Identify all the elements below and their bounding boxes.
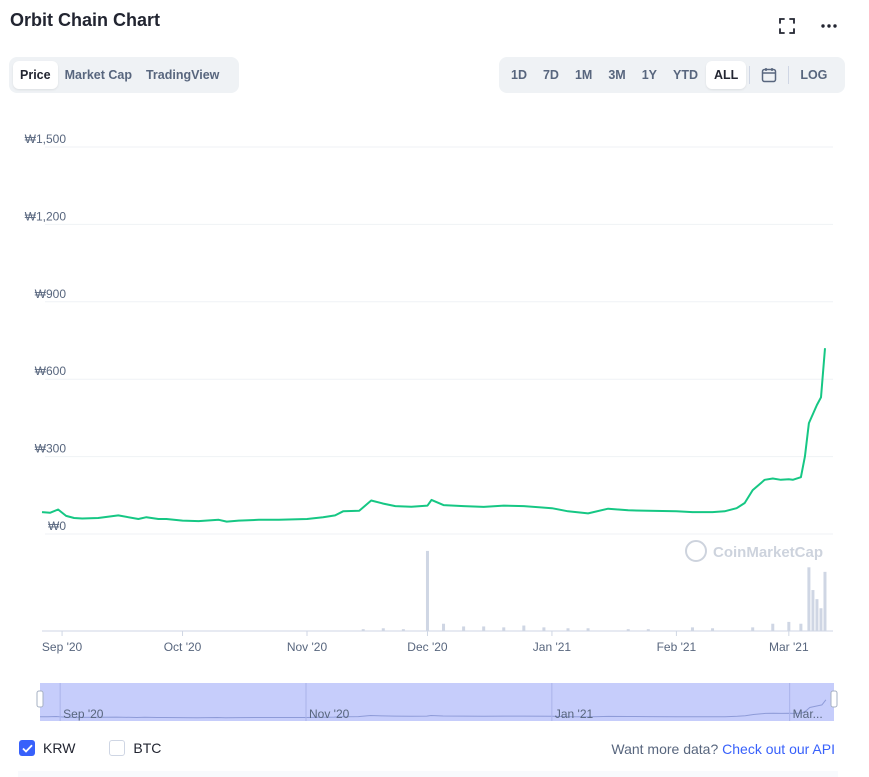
- volume-bar: [787, 621, 791, 631]
- x-tick-label: Sep '20: [42, 640, 83, 654]
- calendar-icon[interactable]: [753, 61, 785, 89]
- volume-bar: [566, 628, 570, 631]
- volume-bar: [462, 626, 466, 631]
- btc-label: BTC: [133, 740, 162, 756]
- x-tick-label: Oct '20: [164, 640, 202, 654]
- range-all[interactable]: ALL: [706, 61, 747, 89]
- price-chart: ₩0 ₩300 ₩600 ₩900 ₩1,200 ₩1,500 Sep '20 Oct '20…: [25, 132, 838, 721]
- x-tick-label: Mar '21: [769, 640, 809, 654]
- tab-price[interactable]: Price: [13, 61, 58, 89]
- time-range-tabs: 1D 7D 1M 3M 1Y YTD ALL LOG: [499, 57, 845, 93]
- navigator-tick-label: Nov '20: [309, 707, 350, 721]
- fullscreen-icon[interactable]: [777, 16, 797, 36]
- y-tick-label: ₩1,500: [25, 132, 67, 146]
- volume-bar: [711, 628, 715, 631]
- range-3m[interactable]: 3M: [608, 68, 626, 82]
- coinmarketcap-logo-icon: [685, 540, 707, 562]
- volume-bar: [823, 571, 827, 631]
- range-1d[interactable]: 1D: [511, 68, 527, 82]
- volume-bar: [586, 628, 590, 631]
- watermark-text: CoinMarketCap: [713, 544, 823, 561]
- volume-bar: [646, 629, 650, 631]
- navigator-left-handle[interactable]: [36, 690, 44, 708]
- y-tick-label: ₩300: [35, 442, 67, 456]
- volume-bar: [442, 623, 446, 631]
- volume-bar: [819, 608, 823, 631]
- tab-divider: [749, 66, 751, 84]
- y-tick-label: ₩1,200: [25, 209, 67, 223]
- volume-bar: [799, 623, 803, 631]
- krw-label: KRW: [43, 740, 76, 756]
- x-tick-label: Nov '20: [287, 640, 328, 654]
- y-tick-label: ₩0: [48, 519, 66, 533]
- volume-bar: [751, 627, 755, 631]
- navigator-line: [39, 699, 827, 719]
- volume-bar: [807, 567, 811, 631]
- navigator[interactable]: [40, 683, 834, 721]
- x-tick-label: Dec '20: [407, 640, 448, 654]
- y-tick-label: ₩900: [35, 287, 67, 301]
- volume-bar: [626, 629, 630, 631]
- tab-divider: [788, 66, 790, 84]
- tab-tradingview[interactable]: TradingView: [145, 68, 220, 82]
- volume-bar: [381, 628, 385, 631]
- volume-bar: [401, 629, 405, 631]
- navigator-right-handle[interactable]: [830, 690, 838, 708]
- more-data-prompt: Want more data? Check out our API: [611, 741, 835, 757]
- tab-market-cap[interactable]: Market Cap: [64, 68, 132, 82]
- more-data-text: Want more data?: [611, 741, 719, 757]
- volume-bar: [815, 599, 819, 631]
- volume-bar: [522, 625, 526, 631]
- volume-bar: [502, 627, 506, 631]
- navigator-tick-label: Jan '21: [555, 707, 594, 721]
- volume-bar: [425, 550, 429, 631]
- x-tick-label: Jan '21: [533, 640, 572, 654]
- range-ytd[interactable]: YTD: [673, 68, 699, 82]
- log-scale-toggle[interactable]: LOG: [800, 68, 828, 82]
- y-tick-label: ₩600: [35, 364, 67, 378]
- page-title: Orbit Chain Chart: [10, 10, 161, 30]
- volume-bar: [361, 629, 365, 631]
- volume-bar: [690, 627, 694, 631]
- price-line: [41, 348, 826, 523]
- api-link[interactable]: Check out our API: [722, 741, 835, 757]
- volume-bar: [811, 590, 815, 631]
- range-7d[interactable]: 7D: [542, 68, 559, 82]
- navigator-tick-label: Mar...: [793, 707, 823, 721]
- chart-type-tabs: Price Market Cap TradingView: [9, 57, 239, 93]
- navigator-tick-label: Sep '20: [63, 707, 104, 721]
- btc-checkbox[interactable]: [109, 740, 126, 756]
- range-1m[interactable]: 1M: [574, 68, 593, 82]
- krw-checkbox[interactable]: [19, 740, 35, 756]
- volume-bar: [542, 627, 546, 631]
- bottom-strip: [18, 771, 838, 777]
- more-dots-icon[interactable]: [819, 16, 839, 36]
- check-icon: [21, 744, 33, 753]
- volume-bar: [482, 626, 486, 631]
- range-1y[interactable]: 1Y: [641, 68, 658, 82]
- volume-bar: [771, 623, 775, 631]
- x-tick-label: Feb '21: [657, 640, 697, 654]
- watermark: CoinMarketCap: [685, 540, 823, 562]
